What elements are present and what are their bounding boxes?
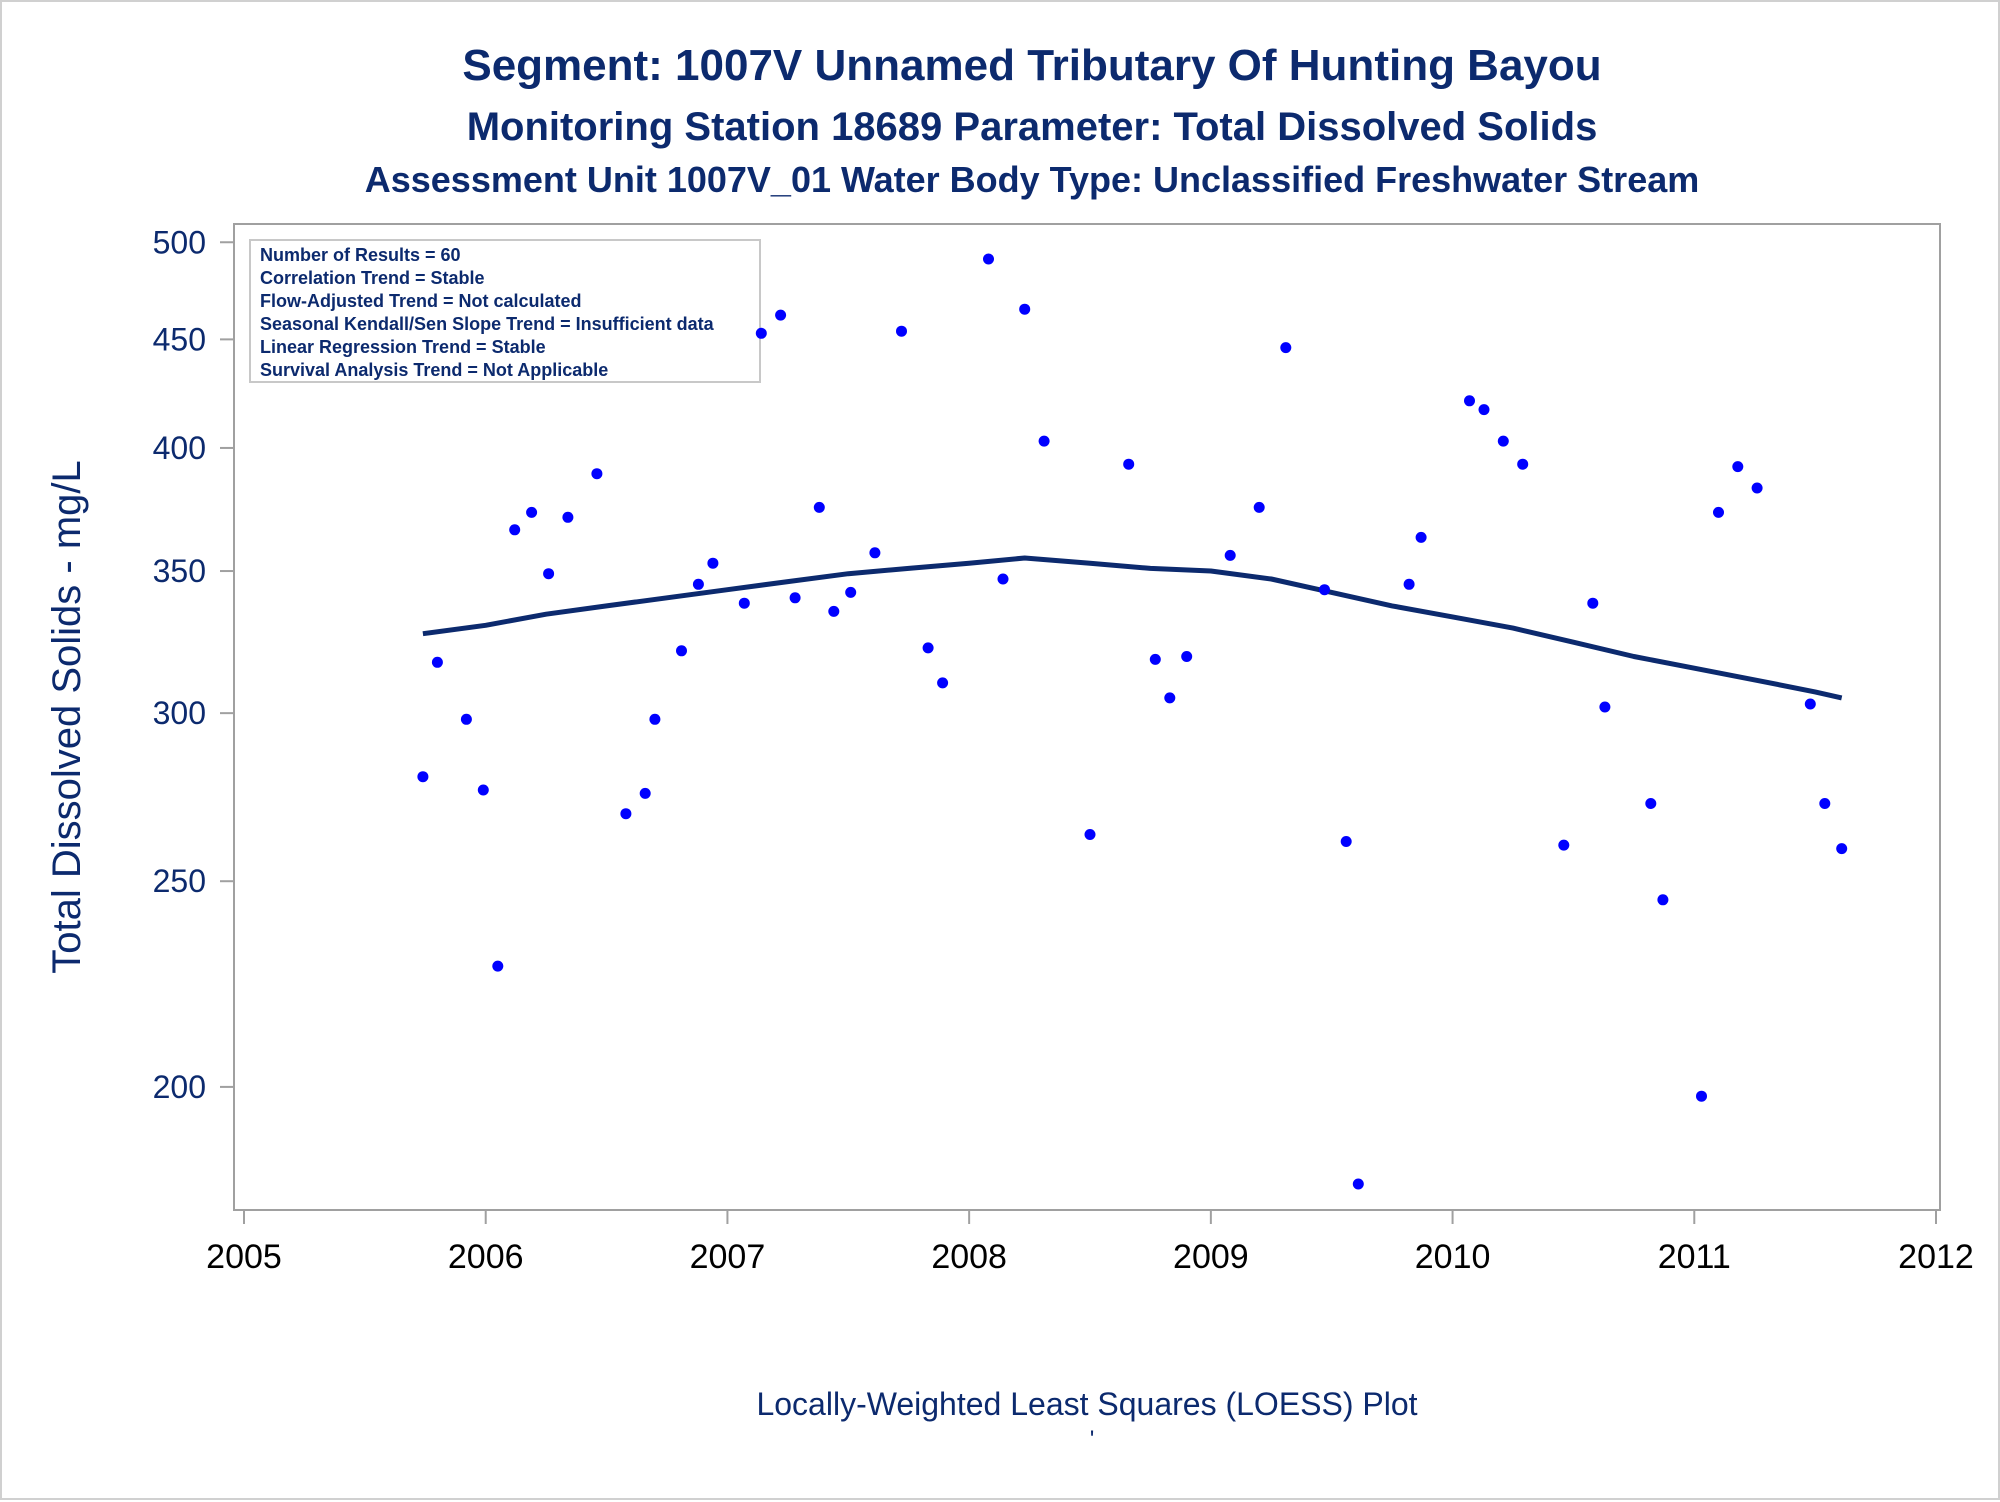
x-tick-label: 2008 xyxy=(931,1238,1007,1276)
stats-line-survival-analysis: Survival Analysis Trend = Not Applicable xyxy=(260,360,608,380)
x-tick-label: 2006 xyxy=(448,1238,524,1276)
y-axis-label: Total Dissolved Solids - mg/L xyxy=(45,460,89,974)
data-point xyxy=(676,645,687,657)
data-point xyxy=(1587,597,1599,609)
data-point xyxy=(562,511,574,523)
data-point xyxy=(1123,458,1135,470)
data-point xyxy=(526,506,538,518)
data-point xyxy=(1599,701,1611,713)
data-point xyxy=(869,547,881,559)
data-point xyxy=(1352,1178,1364,1190)
stats-box-border xyxy=(249,239,761,383)
data-point xyxy=(431,656,443,668)
data-point xyxy=(845,586,857,598)
data-point xyxy=(1340,836,1352,847)
stats-line-results: Number of Results = 60 xyxy=(260,245,461,265)
y-tick-label: 500 xyxy=(153,224,206,260)
data-point xyxy=(983,253,994,265)
data-point xyxy=(1464,395,1475,407)
y-tick-label: 400 xyxy=(153,430,206,466)
x-tick-label: 2005 xyxy=(206,1238,282,1276)
x-tick-label: 2009 xyxy=(1173,1238,1249,1276)
data-point xyxy=(460,713,472,725)
y-axis: 200 250 300 350 400 450 500 xyxy=(153,224,234,1105)
footnote-mark: ' xyxy=(1090,1426,1095,1453)
stats-line-linear-regression: Linear Regression Trend = Stable xyxy=(260,337,546,357)
plot-area xyxy=(233,223,1941,1211)
data-point xyxy=(620,808,632,820)
x-tick-label: 2010 xyxy=(1415,1238,1491,1276)
data-point xyxy=(1696,1090,1707,1102)
y-tick-label: 250 xyxy=(153,863,206,899)
data-point xyxy=(1253,501,1265,513)
data-point xyxy=(937,677,949,689)
data-point xyxy=(1181,651,1193,662)
data-point xyxy=(828,605,840,617)
data-point xyxy=(789,592,801,604)
x-axis: 2005 2006 2007 2008 2009 2010 2011 2012 xyxy=(206,1210,1974,1276)
data-point xyxy=(1164,692,1176,704)
data-point xyxy=(813,501,825,513)
data-point xyxy=(692,578,704,590)
data-point xyxy=(1713,506,1724,518)
data-point xyxy=(1497,435,1509,447)
data-point xyxy=(649,713,661,725)
data-point xyxy=(1403,578,1415,590)
data-point xyxy=(997,573,1009,585)
x-tick-label: 2007 xyxy=(690,1238,766,1276)
x-tick-label: 2012 xyxy=(1898,1238,1974,1276)
data-point xyxy=(755,327,767,339)
data-point xyxy=(591,468,603,480)
stats-line-correlation: Correlation Trend = Stable xyxy=(260,268,485,288)
data-point xyxy=(1224,549,1236,561)
data-point xyxy=(1836,843,1848,855)
data-point xyxy=(1645,798,1657,809)
data-point xyxy=(509,524,521,536)
data-point xyxy=(896,325,907,337)
footnote: Locally-Weighted Least Squares (LOESS) P… xyxy=(756,1386,1417,1422)
y-tick-label: 200 xyxy=(153,1069,206,1105)
data-point xyxy=(1478,404,1490,416)
data-point xyxy=(1517,458,1529,470)
data-point xyxy=(1558,839,1570,851)
stats-line-flow-adjusted: Flow-Adjusted Trend = Not calculated xyxy=(260,291,582,311)
data-point xyxy=(738,597,750,609)
data-point xyxy=(1804,698,1816,710)
y-tick-label: 450 xyxy=(153,321,206,357)
data-point xyxy=(492,960,504,972)
data-point xyxy=(1751,482,1763,494)
data-point xyxy=(1319,584,1330,596)
data-point xyxy=(1415,531,1427,543)
y-tick-label: 300 xyxy=(153,695,206,731)
data-point xyxy=(775,309,787,321)
data-point xyxy=(922,642,934,654)
chart-title: Segment: 1007V Unnamed Tributary Of Hunt… xyxy=(462,41,1601,90)
data-point xyxy=(1149,653,1161,665)
x-tick-label: 2011 xyxy=(1658,1238,1731,1276)
loess-line-series xyxy=(422,555,1843,701)
stats-line-seasonal-kendall: Seasonal Kendall/Sen Slope Trend = Insuf… xyxy=(260,314,715,334)
data-point xyxy=(1038,435,1050,447)
data-point xyxy=(477,784,489,796)
data-point xyxy=(1657,894,1669,906)
loess-line xyxy=(422,555,1843,701)
stats-box: Number of Results = 60 Correlation Trend… xyxy=(249,239,761,383)
data-point xyxy=(707,557,719,569)
chart-subtitle: Monitoring Station 18689 Parameter: Tota… xyxy=(467,105,1598,149)
data-point xyxy=(639,787,651,799)
scatter-points-series xyxy=(417,253,1848,1190)
data-point xyxy=(1819,798,1831,809)
data-point xyxy=(543,568,555,580)
data-point xyxy=(1280,342,1292,354)
data-point xyxy=(1019,303,1031,315)
data-point xyxy=(1084,829,1096,840)
data-point xyxy=(1732,461,1744,473)
data-point xyxy=(417,771,429,783)
y-tick-label: 350 xyxy=(153,553,206,589)
chart-subtitle-2: Assessment Unit 1007V_01 Water Body Type… xyxy=(365,159,1700,200)
